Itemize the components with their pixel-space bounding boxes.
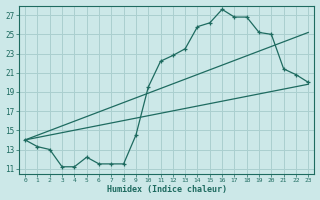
X-axis label: Humidex (Indice chaleur): Humidex (Indice chaleur) xyxy=(107,185,227,194)
